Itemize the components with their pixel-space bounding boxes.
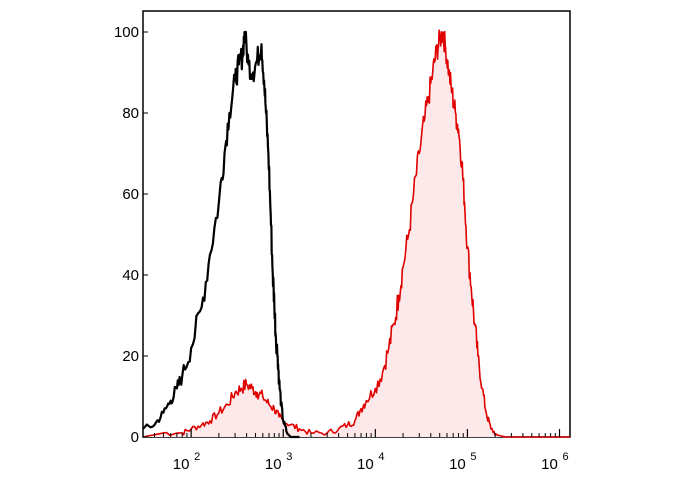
x-tick-exponent: 4 [378,451,384,463]
y-axis: 0 20 40 60 80 100 [114,24,148,446]
x-tick-label: 10 [265,456,282,473]
y-tick-label: 0 [131,429,139,446]
series-layer [142,29,570,439]
y-tick-label: 20 [122,348,139,365]
plot-frame [142,10,571,438]
x-tick-exponent: 6 [563,451,569,463]
x-tick-exponent: 5 [470,451,476,463]
x-tick-label: 10 [173,456,190,473]
series-1-area [143,30,570,437]
x-tick-label: 10 [541,456,558,473]
x-tick-exponent: 3 [286,451,292,463]
y-tick-label: 40 [122,267,139,284]
x-axis: 10 2 10 3 10 4 10 5 10 6 [142,429,569,473]
y-tick-label: 100 [114,24,139,41]
x-tick-label: 10 [357,456,374,473]
series-1-line [142,29,570,438]
series-0-line [142,30,300,439]
x-tick-label: 10 [449,456,466,473]
y-tick-label: 80 [122,105,139,122]
y-tick-label: 60 [122,186,139,203]
x-tick-exponent: 2 [194,451,200,463]
